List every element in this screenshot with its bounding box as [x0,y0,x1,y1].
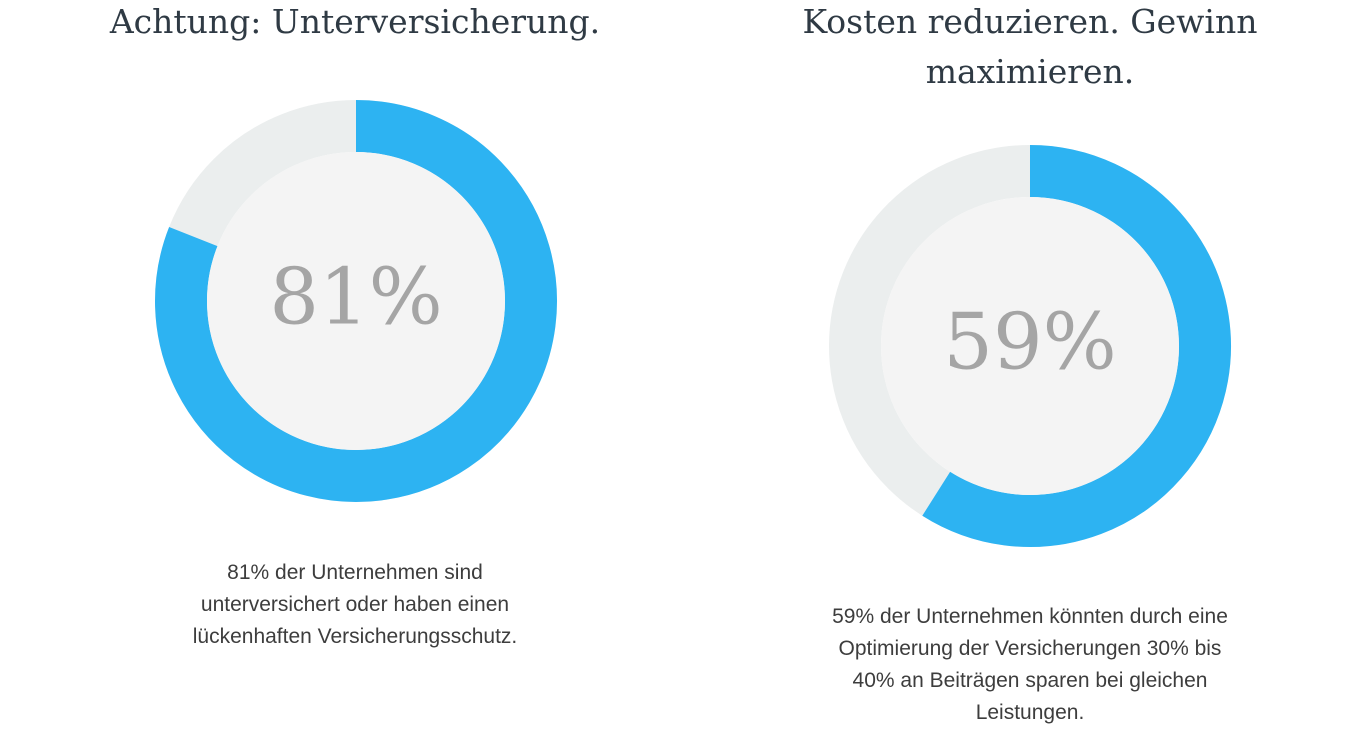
panel-title: Achtung: Unterversicherung. [109,2,601,41]
percentage-label: 59% [943,298,1116,388]
donut-progress-arc [922,145,1231,547]
donut-chart: 59% [829,145,1231,547]
stat-description: 59% der Unternehmen könnten durch eine O… [832,605,1228,724]
donut-center [881,197,1179,495]
donut-progress-arc [155,100,557,502]
panel-title: Kosten reduzieren. Gewinn maximieren. [802,2,1258,91]
donut-center [207,152,505,450]
donut-chart: 81% [155,100,557,502]
percentage-label: 81% [269,253,442,343]
stat-description: 81% der Unternehmen sind unterversichert… [192,561,518,648]
